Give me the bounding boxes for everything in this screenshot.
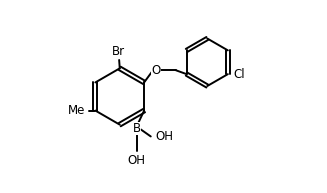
Text: B: B <box>133 122 141 135</box>
Text: OH: OH <box>155 130 173 143</box>
Text: OH: OH <box>128 154 146 167</box>
Text: Br: Br <box>112 45 125 58</box>
Text: Cl: Cl <box>233 68 245 81</box>
Text: O: O <box>151 64 161 77</box>
Text: Me: Me <box>68 104 85 117</box>
